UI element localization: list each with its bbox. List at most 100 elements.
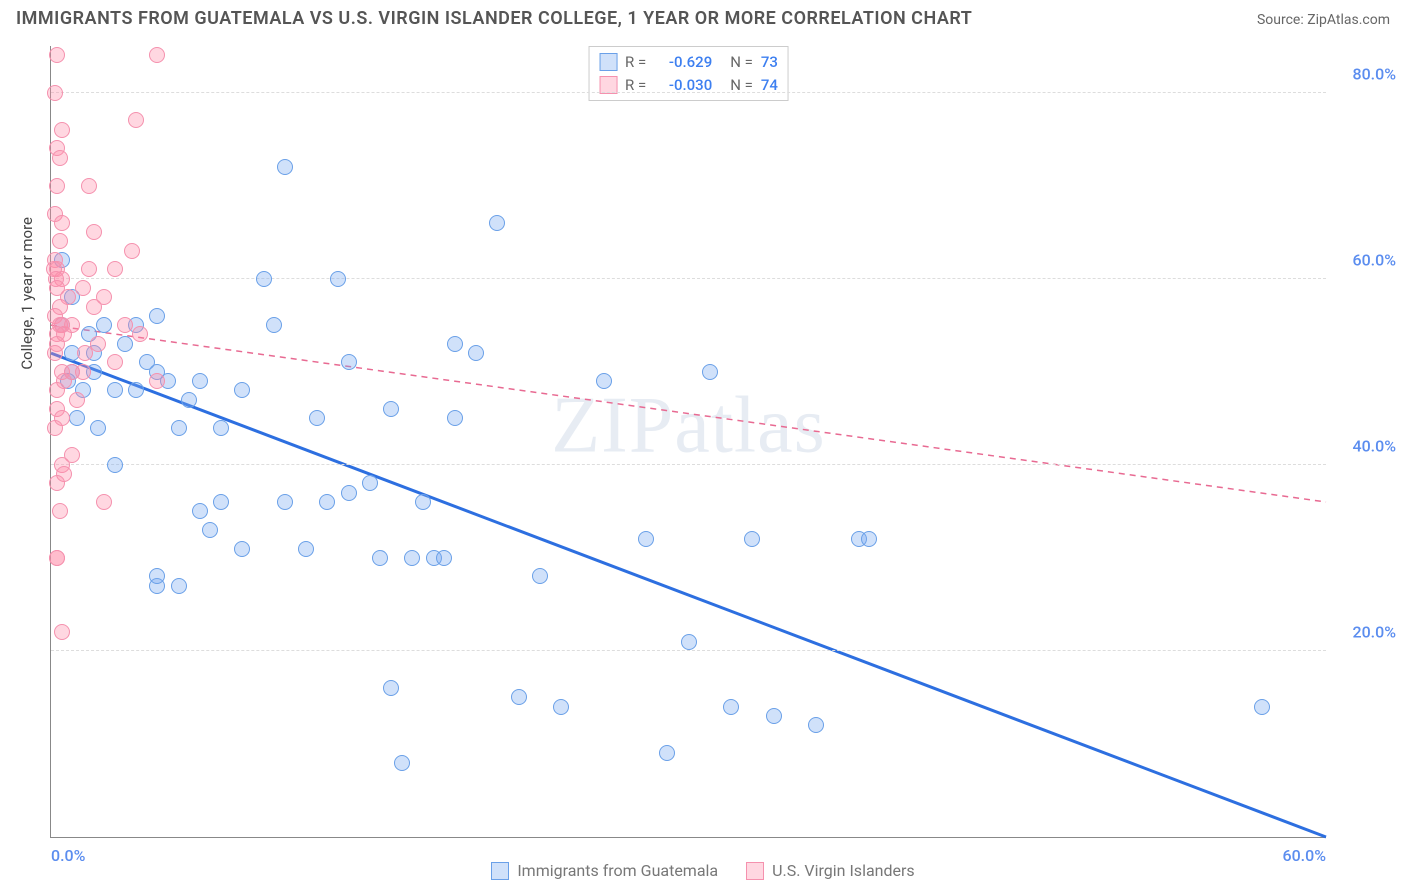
data-point bbox=[128, 112, 144, 128]
legend-r-label: R = bbox=[625, 74, 646, 97]
data-point bbox=[64, 317, 80, 333]
watermark-thin: atlas bbox=[674, 381, 826, 469]
data-point bbox=[447, 336, 463, 352]
data-point bbox=[341, 354, 357, 370]
data-point bbox=[681, 634, 697, 650]
data-point bbox=[149, 308, 165, 324]
data-point bbox=[277, 494, 293, 510]
y-tick-label: 40.0% bbox=[1352, 436, 1396, 455]
data-point bbox=[404, 550, 420, 566]
data-point bbox=[489, 215, 505, 231]
data-point bbox=[341, 485, 357, 501]
gridline-h bbox=[51, 278, 1326, 279]
data-point bbox=[702, 364, 718, 380]
legend-r-label: R = bbox=[625, 51, 646, 74]
data-point bbox=[54, 624, 70, 640]
data-point bbox=[723, 699, 739, 715]
legend-swatch bbox=[599, 53, 617, 71]
data-point bbox=[394, 755, 410, 771]
data-point bbox=[49, 475, 65, 491]
data-point bbox=[52, 503, 68, 519]
data-point bbox=[266, 317, 282, 333]
data-point bbox=[124, 243, 140, 259]
y-axis-title: College, 1 year or more bbox=[18, 217, 36, 370]
legend-n-label: N = bbox=[730, 74, 753, 97]
data-point bbox=[256, 271, 272, 287]
source-name: ZipAtlas.com bbox=[1307, 12, 1390, 28]
data-point bbox=[383, 401, 399, 417]
data-point bbox=[372, 550, 388, 566]
data-point bbox=[47, 345, 63, 361]
data-point bbox=[192, 503, 208, 519]
data-point bbox=[86, 224, 102, 240]
chart-source: Source: ZipAtlas.com bbox=[1257, 12, 1390, 28]
data-point bbox=[181, 392, 197, 408]
data-point bbox=[107, 457, 123, 473]
data-point bbox=[383, 680, 399, 696]
data-point bbox=[90, 420, 106, 436]
data-point bbox=[54, 215, 70, 231]
data-point bbox=[49, 178, 65, 194]
y-tick-label: 20.0% bbox=[1352, 622, 1396, 641]
data-point bbox=[49, 382, 65, 398]
data-point bbox=[1254, 699, 1270, 715]
data-point bbox=[81, 261, 97, 277]
legend-correlation: R =-0.629N =73R =-0.030N =74 bbox=[588, 46, 789, 101]
data-point bbox=[298, 541, 314, 557]
legend-swatch bbox=[491, 862, 509, 880]
gridline-h bbox=[51, 650, 1326, 651]
data-point bbox=[213, 494, 229, 510]
data-point bbox=[808, 717, 824, 733]
data-point bbox=[553, 699, 569, 715]
data-point bbox=[309, 410, 325, 426]
data-point bbox=[52, 233, 68, 249]
data-point bbox=[69, 392, 85, 408]
source-prefix: Source: bbox=[1257, 12, 1307, 28]
data-point bbox=[596, 373, 612, 389]
data-point bbox=[277, 159, 293, 175]
legend-n-value: 74 bbox=[761, 74, 778, 97]
data-point bbox=[532, 568, 548, 584]
data-point bbox=[81, 178, 97, 194]
data-point bbox=[47, 420, 63, 436]
data-point bbox=[202, 522, 218, 538]
data-point bbox=[96, 317, 112, 333]
y-tick-label: 60.0% bbox=[1352, 250, 1396, 269]
data-point bbox=[213, 420, 229, 436]
data-point bbox=[49, 550, 65, 566]
data-point bbox=[171, 578, 187, 594]
data-point bbox=[192, 373, 208, 389]
legend-r-value: -0.030 bbox=[654, 74, 712, 97]
data-point bbox=[149, 568, 165, 584]
y-tick-label: 80.0% bbox=[1352, 64, 1396, 83]
data-point bbox=[75, 280, 91, 296]
legend-correlation-row: R =-0.629N =73 bbox=[599, 51, 778, 74]
legend-series-item: Immigrants from Guatemala bbox=[491, 861, 718, 880]
watermark-bold: ZIP bbox=[551, 381, 674, 469]
trendline bbox=[51, 353, 1326, 837]
legend-series-item: U.S. Virgin Islanders bbox=[746, 861, 915, 880]
data-point bbox=[132, 326, 148, 342]
legend-series: Immigrants from Guatemala U.S. Virgin Isl… bbox=[0, 861, 1406, 880]
legend-swatch bbox=[746, 862, 764, 880]
data-point bbox=[107, 382, 123, 398]
watermark: ZIPatlas bbox=[551, 380, 826, 471]
data-point bbox=[511, 689, 527, 705]
data-point bbox=[638, 531, 654, 547]
data-point bbox=[90, 336, 106, 352]
legend-series-label: U.S. Virgin Islanders bbox=[772, 861, 915, 880]
data-point bbox=[117, 336, 133, 352]
gridline-h bbox=[51, 92, 1326, 93]
data-point bbox=[128, 382, 144, 398]
data-point bbox=[861, 531, 877, 547]
chart-header: IMMIGRANTS FROM GUATEMALA VS U.S. VIRGIN… bbox=[0, 0, 1406, 33]
data-point bbox=[362, 475, 378, 491]
data-point bbox=[149, 47, 165, 63]
data-point bbox=[75, 364, 91, 380]
legend-correlation-row: R = -0.030 N = 74 bbox=[599, 74, 778, 97]
legend-n-label: N = bbox=[730, 51, 753, 74]
data-point bbox=[415, 494, 431, 510]
legend-r-value: -0.629 bbox=[654, 51, 712, 74]
scatter-chart: ZIPatlas R =-0.629N =73R =-0.030N =74 20… bbox=[50, 46, 1326, 838]
data-point bbox=[49, 47, 65, 63]
